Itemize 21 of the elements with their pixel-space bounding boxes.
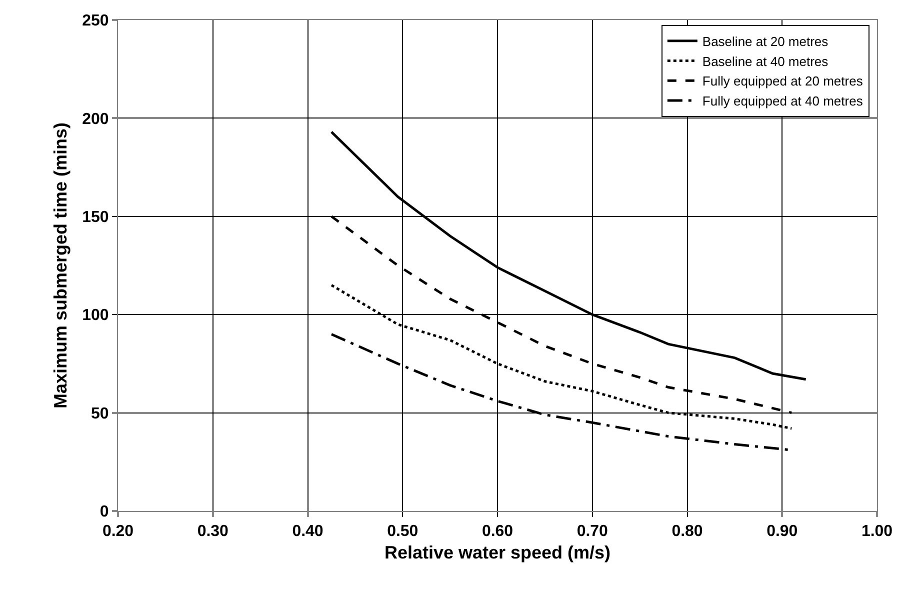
x-tick-label: 0.80	[672, 523, 703, 540]
y-tick-label: 250	[82, 12, 109, 30]
x-tick-label: 1.00	[861, 523, 893, 540]
y-tick-label: 100	[82, 307, 109, 324]
legend-label: Fully equipped at 20 metres	[702, 74, 864, 89]
x-tick-label: 0.40	[292, 523, 324, 540]
y-tick-label: 150	[82, 209, 109, 226]
legend-label: Baseline at 20 metres	[702, 34, 829, 49]
x-tick-label: 0.30	[197, 523, 229, 540]
y-tick-label: 200	[82, 110, 109, 128]
x-tick-label: 0.90	[766, 523, 798, 540]
x-tick-label: 0.70	[576, 523, 608, 540]
x-tick-label: 0.60	[482, 523, 514, 540]
y-tick-label: 50	[91, 405, 109, 422]
x-tick-label: 0.50	[387, 523, 418, 540]
legend-label: Fully equipped at 40 metres	[702, 94, 864, 109]
legend-label: Baseline at 40 metres	[702, 54, 829, 69]
x-tick-label: 0.20	[102, 523, 134, 540]
y-tick-label: 0	[100, 504, 109, 521]
y-axis-title: Maximum submerged time (mins)	[50, 122, 70, 409]
x-axis-title: Relative water speed (m/s)	[384, 542, 611, 562]
